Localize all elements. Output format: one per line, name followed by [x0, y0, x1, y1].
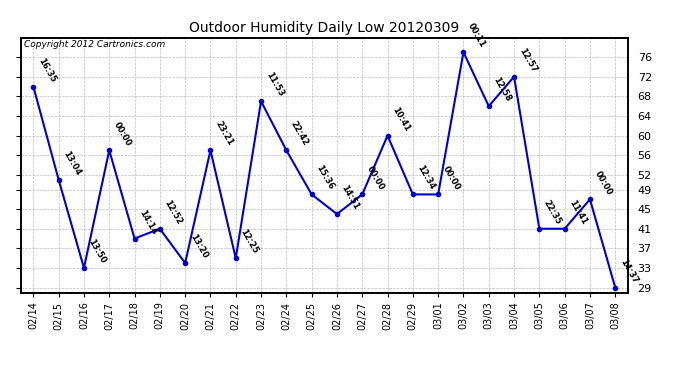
Text: 00:00: 00:00	[365, 164, 386, 192]
Text: 00:11: 00:11	[466, 22, 487, 50]
Text: 13:20: 13:20	[188, 233, 209, 260]
Text: 12:34: 12:34	[415, 164, 437, 192]
Text: 00:00: 00:00	[593, 169, 613, 196]
Text: 12:58: 12:58	[491, 76, 513, 104]
Text: 10:41: 10:41	[391, 105, 411, 133]
Text: 14:37: 14:37	[618, 257, 639, 285]
Text: 14:51: 14:51	[339, 183, 361, 211]
Text: 00:00: 00:00	[112, 120, 133, 147]
Text: 16:35: 16:35	[36, 56, 57, 84]
Text: 22:42: 22:42	[289, 120, 311, 147]
Text: 12:25: 12:25	[239, 228, 259, 255]
Text: 23:21: 23:21	[213, 120, 235, 147]
Text: 15:36: 15:36	[315, 164, 335, 192]
Text: 11:41: 11:41	[567, 198, 589, 226]
Title: Outdoor Humidity Daily Low 20120309: Outdoor Humidity Daily Low 20120309	[189, 21, 460, 35]
Text: 22:35: 22:35	[542, 198, 563, 226]
Text: 13:50: 13:50	[87, 238, 108, 265]
Text: 12:57: 12:57	[517, 46, 538, 74]
Text: 12:52: 12:52	[163, 198, 184, 226]
Text: 11:53: 11:53	[264, 71, 285, 99]
Text: 14:14: 14:14	[137, 208, 159, 236]
Text: 00:00: 00:00	[441, 164, 462, 192]
Text: 13:04: 13:04	[61, 149, 83, 177]
Text: Copyright 2012 Cartronics.com: Copyright 2012 Cartronics.com	[23, 40, 165, 49]
